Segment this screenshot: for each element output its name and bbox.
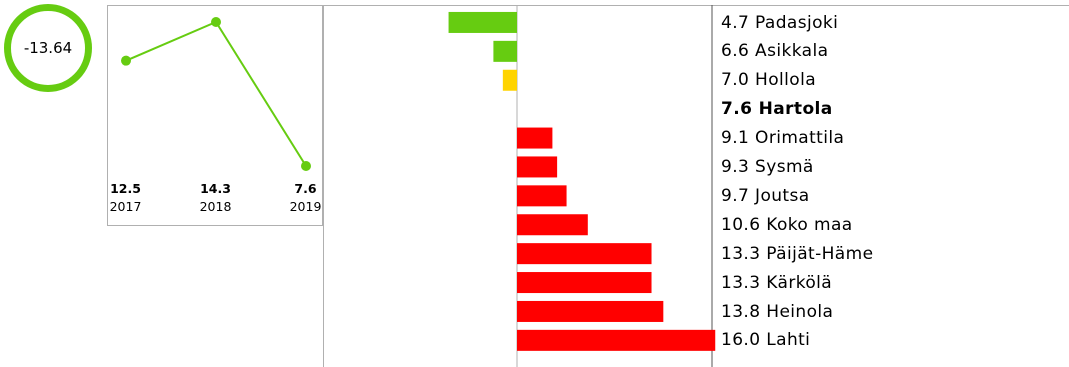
sparkline-year-label: 2019	[289, 199, 322, 214]
bar-label: 16.0 Lahti	[721, 330, 811, 351]
bar-label: 9.3 Sysmä	[721, 157, 814, 177]
panel-separator	[323, 5, 324, 367]
bar-label: 4.7 Padasjoki	[721, 12, 839, 33]
bar	[517, 127, 553, 149]
bar-label: 9.7 Joutsa	[721, 185, 810, 206]
bar-label: 10.6 Koko maa	[721, 214, 853, 235]
bar-label: 13.8 Heinola	[721, 301, 834, 322]
bar	[517, 329, 716, 351]
bar-label: 6.6 Asikkala	[721, 41, 829, 62]
kpi-ring	[4, 4, 92, 92]
bar	[517, 214, 588, 236]
bar-label: 13.3 Päijät-Häme	[721, 243, 874, 264]
sparkline-value-label: 14.3	[200, 181, 231, 196]
bar-label: 7.6 Hartola	[721, 99, 833, 120]
bar-label: 13.3 Kärkölä	[721, 272, 833, 293]
bar	[448, 11, 517, 33]
bar-label: 7.0 Hollola	[721, 70, 817, 91]
sparkline-point	[121, 55, 131, 66]
sparkline-point	[301, 161, 311, 171]
top-border	[323, 5, 1069, 6]
bar	[502, 69, 517, 91]
kpi-value: -13.64	[23, 39, 73, 57]
sparkline-point	[211, 17, 221, 27]
bar	[493, 40, 517, 62]
bar-label: 9.1 Orimattila	[721, 128, 845, 149]
bar	[517, 156, 558, 178]
bar	[517, 243, 652, 265]
sparkline-panel	[107, 5, 323, 226]
sparkline-year-label: 2018	[199, 199, 232, 214]
sparkline-value-label: 7.6	[294, 181, 317, 196]
sparkline-value-label: 12.5	[110, 181, 141, 196]
sparkline-year-label: 2017	[109, 199, 142, 214]
bar	[517, 300, 664, 322]
bar	[517, 185, 567, 207]
bar	[517, 272, 652, 294]
